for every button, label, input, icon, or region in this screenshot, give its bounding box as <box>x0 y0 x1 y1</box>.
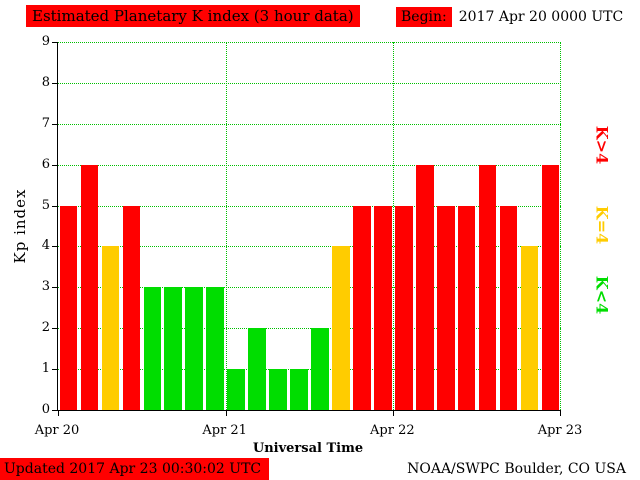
legend-label: K>4 <box>592 125 612 165</box>
kp-bar <box>227 369 245 410</box>
h-gridline <box>58 123 561 125</box>
kp-bar <box>415 164 434 410</box>
begin-row: Begin: 2017 Apr 20 0000 UTC <box>396 7 624 27</box>
y-tick <box>52 205 58 207</box>
y-tick-label: 0 <box>41 402 50 417</box>
h-gridline <box>58 369 561 371</box>
y-tick-label: 2 <box>41 320 50 336</box>
kp-bar <box>185 287 204 410</box>
kp-bar <box>59 205 78 410</box>
y-tick <box>52 369 58 371</box>
x-day-label: Apr 20 <box>34 423 80 438</box>
y-tick <box>52 246 58 248</box>
kp-bar <box>122 205 141 410</box>
h-gridline <box>58 82 561 84</box>
kp-bar <box>248 328 266 410</box>
y-tick-label: 5 <box>41 197 50 213</box>
kp-bar <box>478 164 497 410</box>
x-day-label: Apr 22 <box>370 423 415 438</box>
plot-area <box>52 42 561 416</box>
y-tick <box>52 328 58 330</box>
y-tick <box>52 123 58 125</box>
y-tick <box>52 410 58 411</box>
x-tick <box>225 410 227 416</box>
kp-bar <box>311 328 329 410</box>
kp-bar <box>395 205 413 410</box>
x-day-label: Apr 21 <box>202 423 247 438</box>
kp-bar <box>143 287 162 410</box>
h-gridline <box>58 164 561 166</box>
kp-bar <box>290 369 308 410</box>
kp-bar <box>101 246 120 410</box>
kp-bar <box>374 205 392 410</box>
kp-bar <box>269 369 287 410</box>
legend-label: K=4 <box>592 205 612 245</box>
y-tick <box>52 164 58 166</box>
x-tick <box>560 410 561 416</box>
kp-bar <box>164 287 183 410</box>
y-tick <box>52 287 58 289</box>
x-tick <box>58 410 59 416</box>
h-gridline <box>58 205 561 207</box>
begin-value: 2017 Apr 20 0000 UTC <box>458 9 624 25</box>
y-tick-label: 7 <box>41 115 50 131</box>
y-tick-label: 6 <box>41 156 50 172</box>
kp-bar <box>499 205 518 410</box>
y-tick-label: 4 <box>41 238 50 254</box>
kp-bar <box>457 205 476 410</box>
source-credit: NOAA/SWPC Boulder, CO USA <box>407 461 626 477</box>
x-day-label: Apr 23 <box>537 423 583 438</box>
y-tick-label: 9 <box>41 34 50 49</box>
legend-label: K<4 <box>592 275 612 315</box>
begin-label: Begin: <box>396 7 452 27</box>
kp-bar <box>332 246 350 410</box>
kp-bar <box>541 164 560 410</box>
h-gridline <box>58 328 561 330</box>
h-gridline <box>58 287 561 289</box>
x-tick <box>393 410 395 416</box>
kp-bar <box>436 205 455 410</box>
x-axis-title: Universal Time <box>252 441 364 456</box>
v-gridline <box>225 42 227 410</box>
y-tick-label: 1 <box>41 361 50 377</box>
h-gridline <box>58 42 561 43</box>
kp-bar <box>206 287 224 410</box>
chart-title: Estimated Planetary K index (3 hour data… <box>26 5 360 27</box>
updated-banner: Updated 2017 Apr 23 00:30:02 UTC <box>0 458 270 480</box>
v-gridline <box>560 42 561 410</box>
y-tick <box>52 82 58 84</box>
v-gridline <box>393 42 395 410</box>
h-gridline <box>58 246 561 248</box>
kp-bar <box>80 164 99 410</box>
y-tick-label: 8 <box>41 74 50 90</box>
kp-bar <box>520 246 539 410</box>
kp-bar <box>353 205 371 410</box>
y-tick-label: 3 <box>41 279 50 295</box>
y-tick <box>52 42 58 43</box>
